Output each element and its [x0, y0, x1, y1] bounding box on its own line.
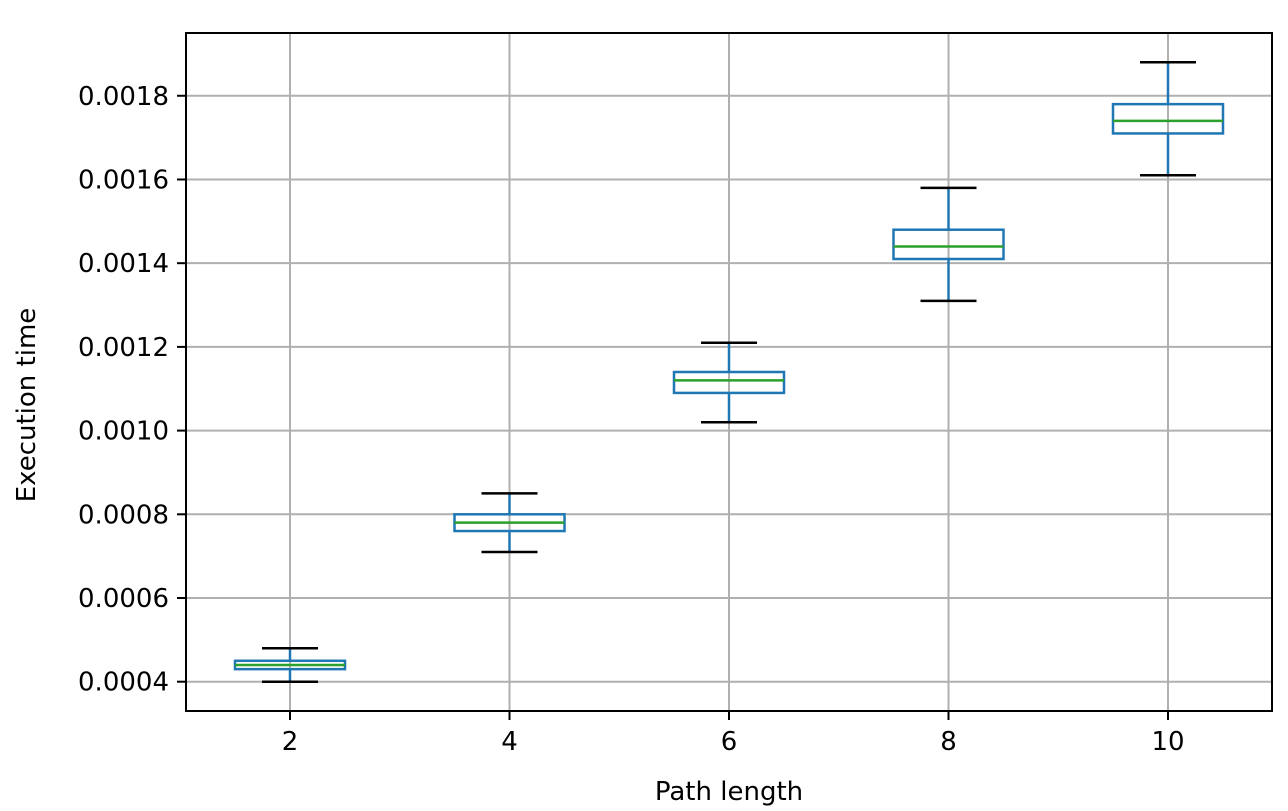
y-tick-label: 0.0014 — [78, 249, 169, 279]
box-8 — [892, 186, 1005, 303]
y-tick-label: 0.0008 — [78, 500, 169, 530]
box-6 — [672, 341, 786, 424]
y-tick-label: 0.0004 — [78, 668, 169, 698]
y-axis-label: Execution time — [12, 308, 42, 503]
iqr-box — [672, 370, 786, 395]
box-4 — [453, 492, 566, 554]
x-axis-label: Path length — [655, 777, 803, 807]
x-tick-label: 6 — [721, 727, 738, 757]
x-tick-label: 8 — [940, 727, 957, 757]
y-tick-label: 0.0012 — [78, 333, 169, 363]
y-tick-label: 0.0006 — [78, 584, 169, 614]
y-tick-label: 0.0010 — [78, 417, 169, 447]
iqr-box — [1111, 102, 1225, 135]
box-2 — [233, 646, 347, 683]
y-tick-label: 0.0016 — [78, 165, 169, 195]
box-10 — [1111, 61, 1225, 177]
box-series — [233, 61, 1225, 683]
x-tick-label: 10 — [1151, 727, 1184, 757]
iqr-box — [892, 228, 1005, 261]
x-tick-label: 4 — [501, 727, 518, 757]
axis-ticks: 0.0004 0.0006 0.0008 0.0010 0.0012 0.0014 0.00… — [78, 82, 1185, 757]
y-tick-label: 0.0018 — [78, 82, 169, 112]
x-tick-label: 2 — [282, 727, 299, 757]
